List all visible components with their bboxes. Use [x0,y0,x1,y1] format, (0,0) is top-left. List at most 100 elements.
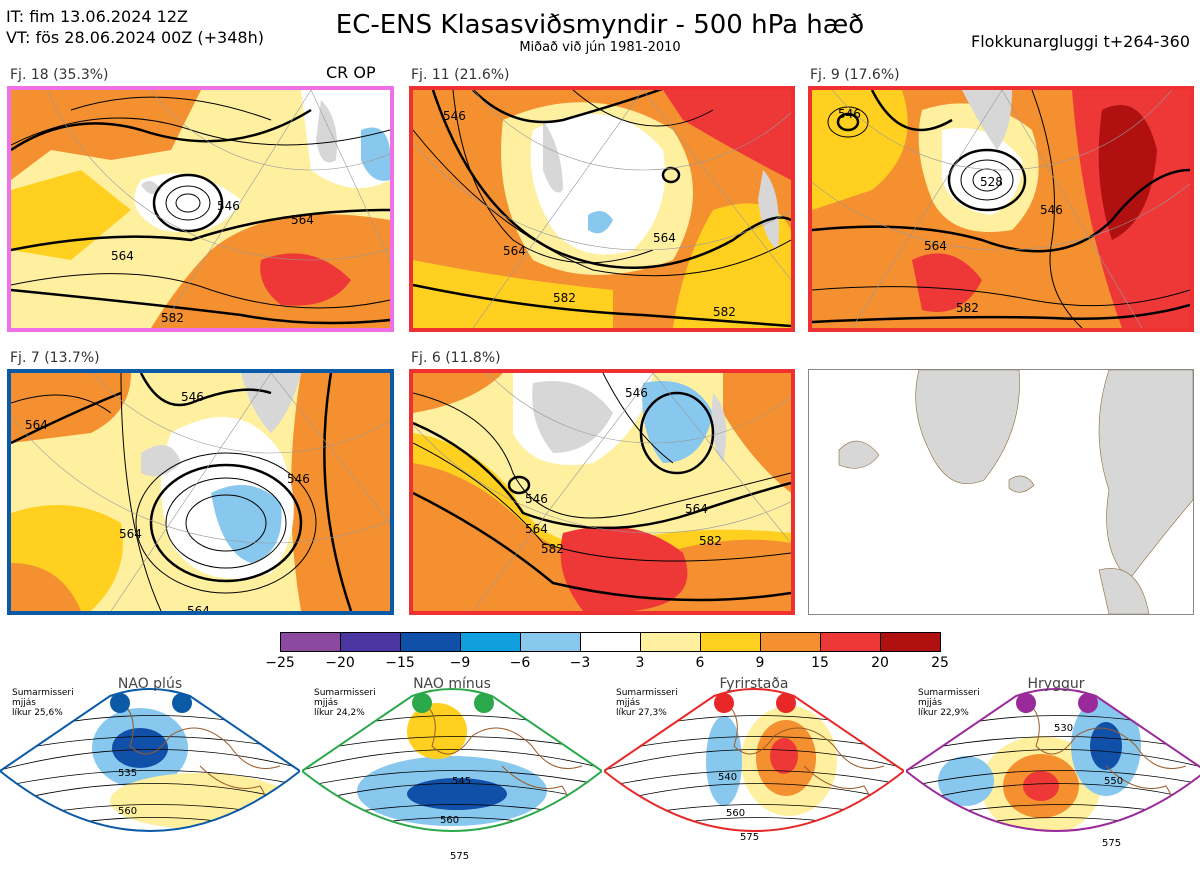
height-contour [604,851,904,871]
regime-panel: 545 560 575 NAO mínus Sumarmisseri mjjás líkur… [302,676,602,871]
contour-label: 564 [653,231,676,245]
regime-marker [714,693,734,713]
colorbar-tick: −9 [449,655,471,671]
regime-name: NAO plús [117,676,183,692]
cluster-map-panel: 546 546 564 564 582 582 [409,369,795,615]
header-info: IT: fim 13.06.2024 12Z VT: fös 28.06.202… [6,6,264,48]
regime-marker [172,693,192,713]
height-contour [604,770,904,788]
colorbar-swatch [520,632,581,652]
contour-label: 575 [1102,838,1121,849]
anomaly-blob [407,703,467,759]
regime-border [604,688,904,832]
anomaly-blob [770,738,798,774]
panel-3-label: Fj. 9 (17.6%) [810,67,900,83]
regime-note: Sumarmisseri mjjás líkur 25,6% [12,688,74,718]
height-contour [0,838,300,855]
colorbar-swatch [700,632,761,652]
base-map [809,370,1193,614]
colorbar-tick: 20 [871,655,889,671]
contour-label: 546 [1040,203,1063,217]
colorbar-swatch [640,632,701,652]
cluster-map-panel: 546 528 546 564 582 [808,86,1194,332]
height-contour [0,749,300,771]
colorbar-swatch [460,632,521,652]
contour-label: 546 [443,109,466,123]
contour-label: 560 [118,806,137,817]
regime-name: Fyrirstaða [719,676,789,692]
contour-label: 546 [287,472,310,486]
colorbar-tick: 6 [695,655,705,671]
regime-map: 530 550 575 [906,688,1200,871]
contour-label: 582 [713,305,736,319]
colorbar-swatch [760,632,821,652]
contour-label: 560 [440,815,459,826]
colorbar-swatch [580,632,641,652]
colorbar-swatch [280,632,341,652]
regime-border [906,688,1200,832]
contour-label: 582 [699,534,722,548]
height-contour [302,783,602,805]
colorbar-swatch [820,632,881,652]
contour-label: 564 [25,418,48,432]
colorbar-tick: 3 [635,655,645,671]
panel-1-label: Fj. 18 (35.3%) [10,67,109,83]
regime-border [302,688,602,832]
regime-name: NAO mínus [413,676,491,692]
page-subtitle: Miðað við jún 1981-2010 [519,40,681,55]
height-contour [604,783,904,805]
panel-1-tag: CR OP [326,63,376,82]
panel-5-label: Fj. 6 (11.8%) [411,350,501,366]
contour-label: 540 [718,772,737,783]
contour-label: 564 [119,527,142,541]
height-contour [906,851,1200,871]
contour-label: 546 [838,107,861,121]
contour-label: 582 [553,291,576,305]
regime-marker [110,693,130,713]
contour-label: 545 [452,776,471,787]
regime-panel: 530 550 575 Hryggur Sumarmisseri mjjás líkur 2… [906,676,1200,871]
colorbar-tick: 9 [755,655,765,671]
regime-marker [412,693,432,713]
anomaly-map: 546 528 546 564 582 [812,90,1190,328]
anomaly-blob [706,716,742,806]
contour-label: 535 [118,768,137,779]
contour-label: 564 [525,522,548,536]
regime-panel: 540 560 575 Fyrirstaða Sumarmisseri mjjás líku… [604,676,904,871]
initial-time: IT: fim 13.06.2024 12Z [6,7,188,26]
contour-label: 564 [924,239,947,253]
anomaly-map: 564 546 546 564 564 [11,373,390,611]
colorbar-tick: 15 [811,655,829,671]
classification-window: Flokkunargluggi t+264-360 [971,32,1190,51]
panel-2-label: Fj. 11 (21.6%) [411,67,510,83]
regime-marker [776,693,796,713]
regime-name: Hryggur [1027,676,1085,692]
contour-label: 575 [740,832,759,843]
regime-marker [474,693,494,713]
anomaly-blob [112,728,168,768]
regime-map: 540 560 575 [604,688,904,871]
cluster-map-panel: 564 546 546 564 564 [7,369,394,615]
contour-label: 582 [956,301,979,315]
contour-label: 546 [625,386,648,400]
contour-label: 564 [111,249,134,263]
contour-label: 560 [726,808,745,819]
colorbar-swatch [340,632,401,652]
colorbar-tick: −15 [385,655,415,671]
colorbar-tick: −25 [265,655,295,671]
regime-note: Sumarmisseri mjjás líkur 22,9% [918,688,980,718]
contour-label: 582 [161,311,184,325]
regime-marker [1078,693,1098,713]
height-contour [0,770,300,788]
regime-map: 545 560 575 [302,688,602,862]
anomaly-blob [1023,771,1059,801]
contour-label: 564 [503,244,526,258]
cluster-map-panel: 546 564 564 582 582 [409,86,795,332]
panel-4-label: Fj. 7 (13.7%) [10,350,100,366]
height-contour [302,749,602,771]
colorbar-swatch [400,632,461,652]
contour-label: 530 [1054,723,1073,734]
contour-label: 564 [291,213,314,227]
colorbar-tick: −3 [569,655,591,671]
contour-label: 582 [541,542,564,556]
